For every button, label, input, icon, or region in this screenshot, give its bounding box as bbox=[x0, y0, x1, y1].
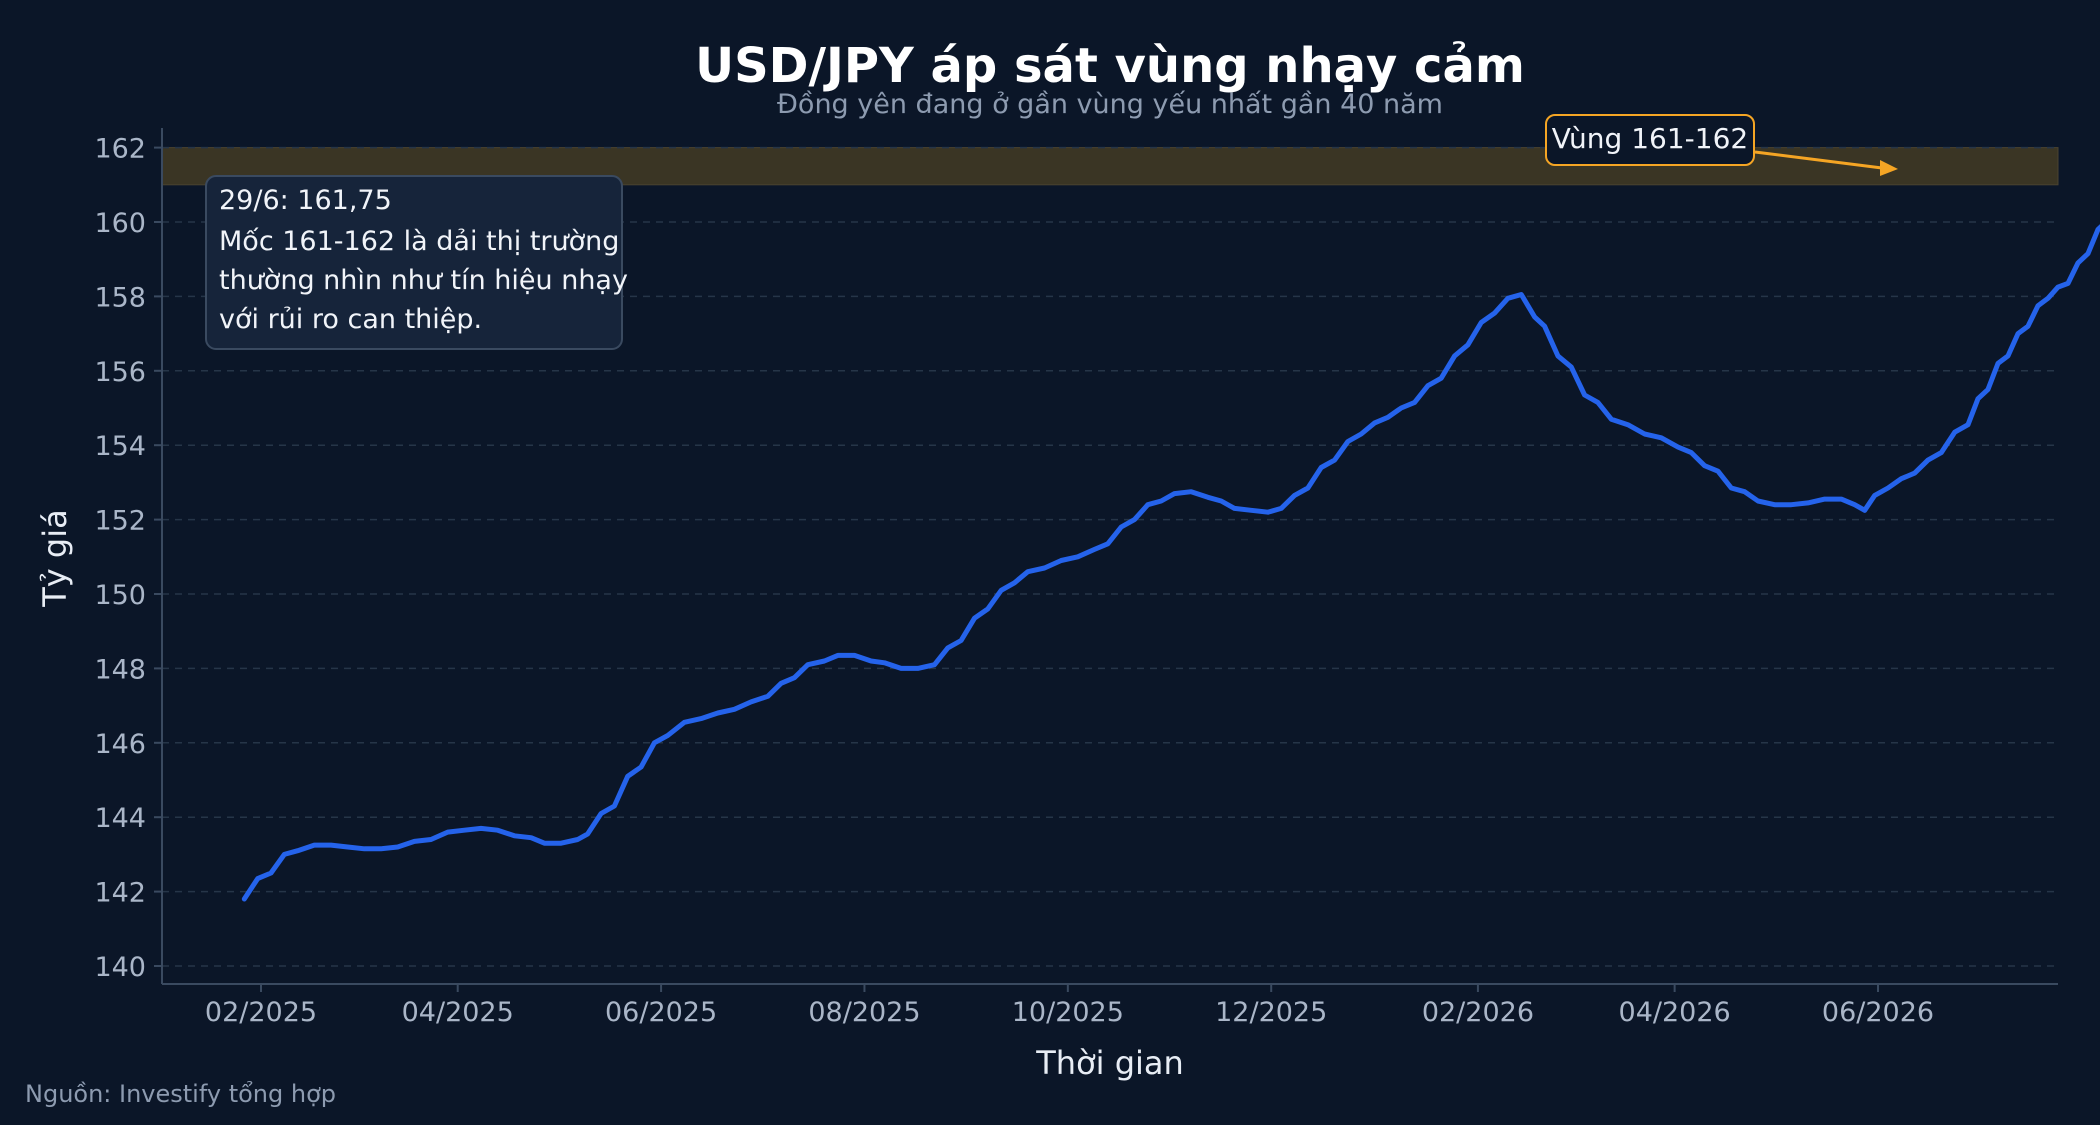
y-tick-label: 140 bbox=[94, 952, 146, 983]
x-axis-label: Thời gian bbox=[1035, 1044, 1184, 1082]
x-tick-label: 04/2025 bbox=[402, 997, 514, 1028]
source-note: Nguồn: Investify tổng hợp bbox=[25, 1080, 336, 1108]
note-box-background bbox=[205, 175, 623, 350]
y-tick-label: 150 bbox=[94, 580, 146, 611]
note-line: 29/6: 161,75 bbox=[219, 185, 392, 216]
note-box: 29/6: 161,75 Mốc 161-162 là dải thị trườ… bbox=[205, 175, 628, 350]
chart-title: USD/JPY áp sát vùng nhạy cảm bbox=[695, 38, 1525, 94]
x-tick-label: 10/2025 bbox=[1012, 997, 1124, 1028]
x-tick-label: 08/2025 bbox=[808, 997, 920, 1028]
x-tick-label: 06/2025 bbox=[605, 997, 717, 1028]
note-line: Mốc 161-162 là dải thị trường bbox=[219, 226, 619, 257]
y-tick-label: 156 bbox=[94, 357, 146, 388]
note-line: với rủi ro can thiệp. bbox=[219, 304, 482, 335]
x-tick-labels: 02/2025 04/2025 06/2025 08/2025 10/2025 12/20… bbox=[205, 984, 1934, 1028]
y-tick-label: 144 bbox=[94, 803, 146, 834]
x-tick-label: 02/2025 bbox=[205, 997, 317, 1028]
band-label: Vùng 161-162 bbox=[1552, 122, 1748, 155]
note-line: thường nhìn như tín hiệu nhạy bbox=[219, 265, 628, 296]
y-tick-label: 162 bbox=[94, 134, 146, 165]
y-tick-label: 152 bbox=[94, 506, 146, 537]
series-layer bbox=[241, 224, 2100, 902]
annotation-arrow bbox=[1754, 150, 1883, 170]
y-tick-label: 154 bbox=[94, 431, 146, 462]
y-tick-label: 142 bbox=[94, 878, 146, 909]
y-tick-label: 146 bbox=[94, 729, 146, 760]
y-tick-label: 148 bbox=[94, 654, 146, 685]
axes bbox=[161, 128, 2058, 985]
chart-subtitle: Đồng yên đang ở gần vùng yếu nhất gần 40… bbox=[777, 89, 1443, 120]
x-tick-label: 12/2025 bbox=[1215, 997, 1327, 1028]
y-tick-labels: 140 142 144 146 148 150 152 154 156 158 160 162 bbox=[94, 134, 162, 983]
band-annotation: Vùng 161-162 bbox=[1545, 114, 1898, 176]
y-tick-label: 158 bbox=[94, 282, 146, 313]
x-tick-label: 06/2026 bbox=[1822, 997, 1934, 1028]
x-tick-label: 04/2026 bbox=[1619, 997, 1731, 1028]
annotation-arrowhead bbox=[1880, 160, 1898, 176]
y-axis-label: Tỷ giá bbox=[36, 509, 74, 607]
y-tick-label: 160 bbox=[94, 208, 146, 239]
series-line bbox=[241, 224, 2100, 902]
band-label-box bbox=[1545, 114, 1755, 166]
x-tick-label: 02/2026 bbox=[1422, 997, 1534, 1028]
